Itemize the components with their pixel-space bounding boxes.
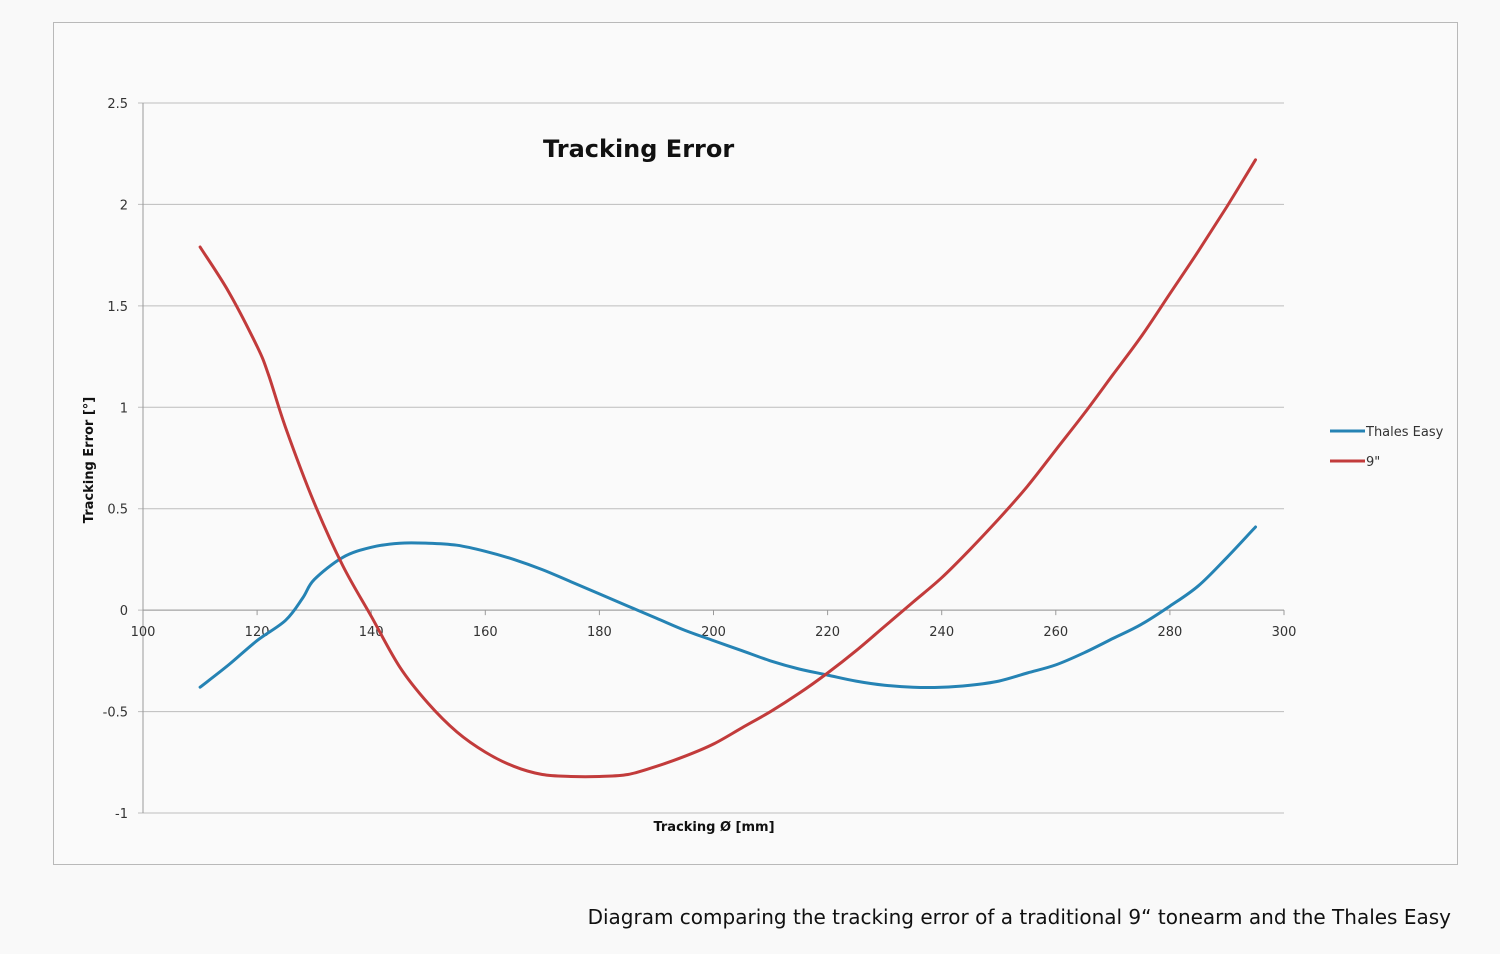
y-axis-title: Tracking Error [°]	[82, 397, 97, 523]
series-line-thales-easy	[198, 525, 1257, 689]
x-tick-label: 180	[587, 625, 612, 640]
chart-frame: -1 -0.5 0 0.5 1 1.5 2 2.5 100 120 140 160 180 200 220 2…	[53, 22, 1458, 865]
figure-caption: Diagram comparing the tracking error of …	[587, 905, 1451, 929]
y-tick-label: 1	[120, 401, 128, 416]
y-tick-label: 0.5	[107, 503, 128, 518]
y-tick-label: 2.5	[107, 97, 128, 112]
x-tick-label: 220	[815, 625, 840, 640]
legend-label-thales-easy: Thales Easy	[1365, 425, 1444, 440]
x-tick-label: 260	[1043, 625, 1068, 640]
x-tick-label: 240	[929, 625, 954, 640]
legend: Thales Easy 9"	[1330, 425, 1444, 470]
y-tick-label: 2	[120, 198, 128, 213]
y-tick-label: 1.5	[107, 300, 128, 315]
legend-label-nine-inch: 9"	[1366, 455, 1380, 470]
x-axis-title: Tracking Ø [mm]	[653, 820, 774, 835]
series-line-nine-inch	[198, 158, 1257, 779]
chart-title: Tracking Error	[543, 135, 734, 163]
x-tick-label: 300	[1272, 625, 1297, 640]
x-tick-label: 200	[701, 625, 726, 640]
y-tick-label: 0	[120, 604, 128, 619]
x-tick-label: 100	[131, 625, 156, 640]
y-tick-label: -1	[115, 807, 128, 822]
x-tick-label: 280	[1157, 625, 1182, 640]
x-tick-label: 160	[473, 625, 498, 640]
y-tick-label: -0.5	[103, 706, 128, 721]
